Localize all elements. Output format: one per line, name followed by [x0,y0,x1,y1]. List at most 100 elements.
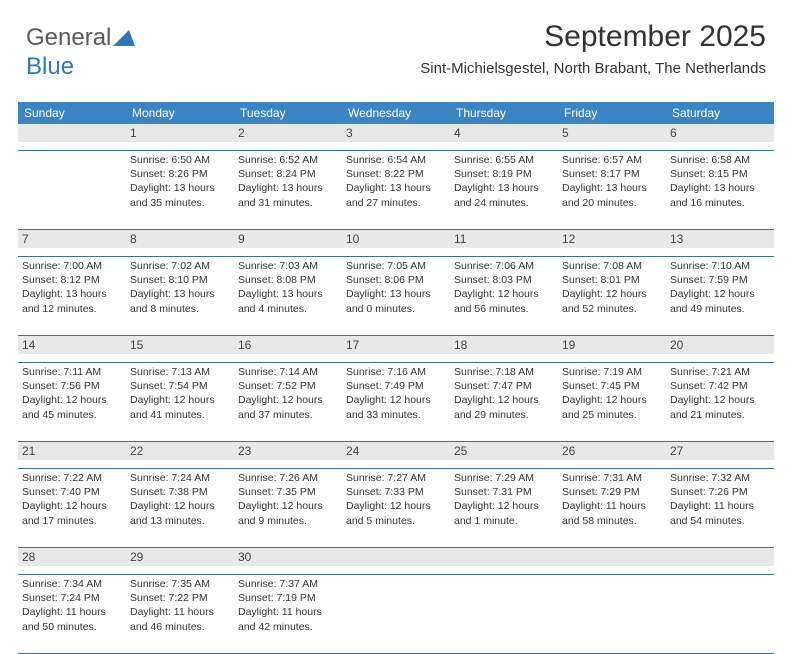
sunset-text: Sunset: 7:56 PM [22,379,122,393]
sunset-text: Sunset: 7:42 PM [670,379,770,393]
day-number: 10 [342,230,450,248]
sunset-text: Sunset: 7:54 PM [130,379,230,393]
calendar: SundayMondayTuesdayWednesdayThursdayFrid… [18,102,774,654]
day-header-sunday: Sunday [18,102,126,124]
daylight-text: Daylight: 11 hours and 58 minutes. [562,499,662,527]
day-number: 18 [450,336,558,354]
day-number: 8 [126,230,234,248]
day-cell: Sunrise: 6:55 AMSunset: 8:19 PMDaylight:… [450,151,558,229]
day-cell: Sunrise: 7:05 AMSunset: 8:06 PMDaylight:… [342,257,450,335]
daylight-text: Daylight: 12 hours and 17 minutes. [22,499,122,527]
sunset-text: Sunset: 8:08 PM [238,273,338,287]
day-number: 4 [450,124,558,142]
sunrise-text: Sunrise: 7:00 AM [22,259,122,273]
day-cell: Sunrise: 7:00 AMSunset: 8:12 PMDaylight:… [18,257,126,335]
daylight-text: Daylight: 13 hours and 0 minutes. [346,287,446,315]
daylight-text: Daylight: 12 hours and 45 minutes. [22,393,122,421]
sunrise-text: Sunrise: 7:31 AM [562,471,662,485]
sunrise-text: Sunrise: 7:27 AM [346,471,446,485]
week-2-daynums: 14151617181920 [18,336,774,354]
week-1: Sunrise: 7:00 AMSunset: 8:12 PMDaylight:… [18,256,774,336]
sunrise-text: Sunrise: 7:03 AM [238,259,338,273]
day-number: 13 [666,230,774,248]
day-number: 27 [666,442,774,460]
page-title: September 2025 [420,20,766,54]
day-number: 30 [234,548,342,566]
day-cell: Sunrise: 7:31 AMSunset: 7:29 PMDaylight:… [558,469,666,547]
day-cell: Sunrise: 7:24 AMSunset: 7:38 PMDaylight:… [126,469,234,547]
day-cell: Sunrise: 7:16 AMSunset: 7:49 PMDaylight:… [342,363,450,441]
logo-triangle-icon [113,25,135,53]
sunrise-text: Sunrise: 6:58 AM [670,153,770,167]
daylight-text: Daylight: 12 hours and 9 minutes. [238,499,338,527]
sunrise-text: Sunrise: 7:24 AM [130,471,230,485]
daylight-text: Daylight: 13 hours and 4 minutes. [238,287,338,315]
day-cell: Sunrise: 7:14 AMSunset: 7:52 PMDaylight:… [234,363,342,441]
daylight-text: Daylight: 11 hours and 54 minutes. [670,499,770,527]
day-number: 12 [558,230,666,248]
day-header-wednesday: Wednesday [342,102,450,124]
week-1-daynums: 78910111213 [18,230,774,248]
day-number: 17 [342,336,450,354]
sunset-text: Sunset: 7:45 PM [562,379,662,393]
day-number: 22 [126,442,234,460]
day-cell: Sunrise: 7:32 AMSunset: 7:26 PMDaylight:… [666,469,774,547]
day-cell: Sunrise: 7:19 AMSunset: 7:45 PMDaylight:… [558,363,666,441]
sunrise-text: Sunrise: 7:26 AM [238,471,338,485]
sunrise-text: Sunrise: 7:16 AM [346,365,446,379]
sunset-text: Sunset: 7:35 PM [238,485,338,499]
day-cell: Sunrise: 7:02 AMSunset: 8:10 PMDaylight:… [126,257,234,335]
day-number: 24 [342,442,450,460]
day-cell: Sunrise: 7:10 AMSunset: 7:59 PMDaylight:… [666,257,774,335]
sunset-text: Sunset: 8:06 PM [346,273,446,287]
sunrise-text: Sunrise: 7:13 AM [130,365,230,379]
day-number: 15 [126,336,234,354]
sunset-text: Sunset: 8:15 PM [670,167,770,181]
sunrise-text: Sunrise: 7:22 AM [22,471,122,485]
daylight-text: Daylight: 12 hours and 49 minutes. [670,287,770,315]
sunrise-text: Sunrise: 6:57 AM [562,153,662,167]
day-number: 7 [18,230,126,248]
sunset-text: Sunset: 7:31 PM [454,485,554,499]
sunset-text: Sunset: 7:26 PM [670,485,770,499]
sunrise-text: Sunrise: 7:35 AM [130,577,230,591]
sunrise-text: Sunrise: 7:19 AM [562,365,662,379]
day-cell [18,151,126,229]
day-number: 21 [18,442,126,460]
sunrise-text: Sunrise: 7:14 AM [238,365,338,379]
daylight-text: Daylight: 12 hours and 37 minutes. [238,393,338,421]
sunset-text: Sunset: 7:52 PM [238,379,338,393]
day-cell: Sunrise: 7:03 AMSunset: 8:08 PMDaylight:… [234,257,342,335]
sunrise-text: Sunrise: 7:34 AM [22,577,122,591]
day-number: 3 [342,124,450,142]
sunrise-text: Sunrise: 7:02 AM [130,259,230,273]
daylight-text: Daylight: 12 hours and 21 minutes. [670,393,770,421]
day-cell: Sunrise: 7:37 AMSunset: 7:19 PMDaylight:… [234,575,342,653]
day-cell: Sunrise: 7:08 AMSunset: 8:01 PMDaylight:… [558,257,666,335]
day-cell: Sunrise: 6:58 AMSunset: 8:15 PMDaylight:… [666,151,774,229]
daylight-text: Daylight: 12 hours and 5 minutes. [346,499,446,527]
day-number [342,548,450,566]
day-number: 14 [18,336,126,354]
day-cell: Sunrise: 7:21 AMSunset: 7:42 PMDaylight:… [666,363,774,441]
daylight-text: Daylight: 13 hours and 8 minutes. [130,287,230,315]
day-cell: Sunrise: 6:57 AMSunset: 8:17 PMDaylight:… [558,151,666,229]
day-number: 1 [126,124,234,142]
sunset-text: Sunset: 8:03 PM [454,273,554,287]
sunrise-text: Sunrise: 7:10 AM [670,259,770,273]
daylight-text: Daylight: 13 hours and 35 minutes. [130,181,230,209]
sunrise-text: Sunrise: 7:06 AM [454,259,554,273]
sunrise-text: Sunrise: 6:55 AM [454,153,554,167]
day-cell: Sunrise: 6:54 AMSunset: 8:22 PMDaylight:… [342,151,450,229]
sunset-text: Sunset: 8:01 PM [562,273,662,287]
sunset-text: Sunset: 7:49 PM [346,379,446,393]
day-header-friday: Friday [558,102,666,124]
day-number: 29 [126,548,234,566]
sunrise-text: Sunrise: 6:50 AM [130,153,230,167]
sunrise-text: Sunrise: 7:08 AM [562,259,662,273]
sunrise-text: Sunrise: 7:29 AM [454,471,554,485]
day-number [666,548,774,566]
day-number [18,124,126,142]
day-cell: Sunrise: 7:29 AMSunset: 7:31 PMDaylight:… [450,469,558,547]
day-number: 26 [558,442,666,460]
